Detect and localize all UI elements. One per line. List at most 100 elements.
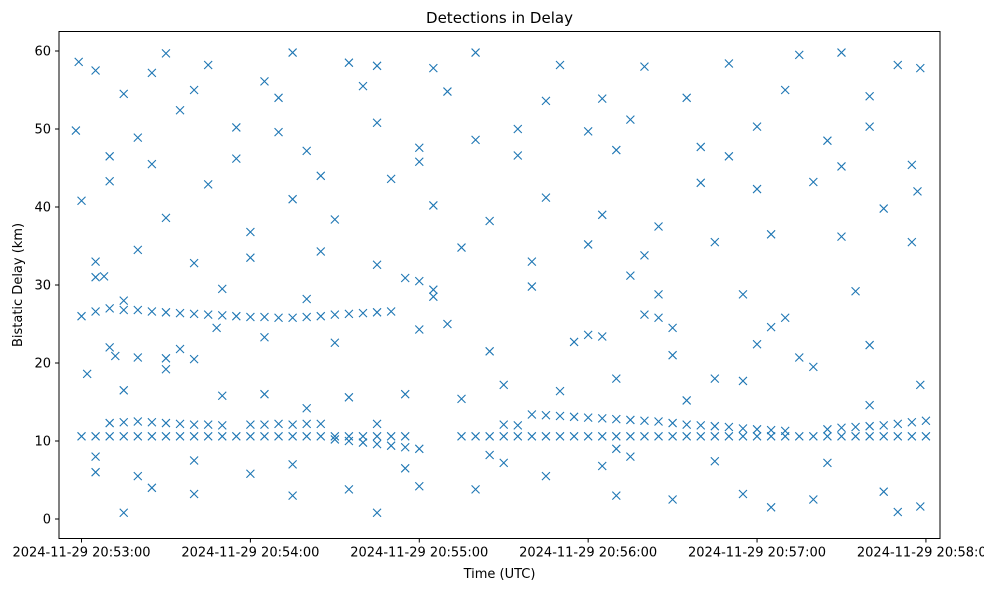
data-point	[74, 57, 84, 67]
data-point	[710, 431, 720, 441]
data-point	[879, 487, 889, 497]
data-point	[330, 435, 340, 444]
data-point	[569, 412, 579, 422]
data-point	[344, 484, 354, 494]
data-point	[147, 431, 157, 441]
y-tick-label: 60	[34, 45, 51, 60]
data-point	[231, 431, 241, 441]
data-point	[217, 284, 227, 294]
data-point	[654, 313, 663, 323]
data-point	[147, 307, 157, 316]
data-point	[654, 222, 663, 231]
data-point	[119, 296, 129, 305]
y-axis-label: Bistatic Delay (km)	[11, 223, 26, 347]
data-point	[358, 81, 368, 91]
data-point	[851, 286, 860, 296]
data-point	[119, 508, 129, 518]
data-point	[597, 413, 607, 423]
data-point	[414, 143, 424, 153]
data-point	[161, 307, 171, 317]
data-point	[583, 126, 593, 136]
data-point	[302, 294, 312, 304]
data-point	[77, 431, 86, 441]
data-point	[288, 48, 298, 57]
data-point	[358, 308, 368, 318]
data-point	[358, 431, 368, 441]
data-point	[457, 394, 466, 404]
data-point	[851, 422, 860, 432]
data-point	[260, 332, 269, 342]
data-point	[682, 93, 692, 103]
data-point	[837, 232, 846, 242]
data-point	[513, 431, 523, 441]
data-point	[443, 319, 452, 329]
data-point	[105, 343, 115, 352]
data-point	[105, 151, 115, 161]
data-point	[766, 229, 776, 239]
x-axis-label: Time (UTC)	[463, 567, 536, 582]
data-point	[231, 123, 241, 132]
data-point	[766, 322, 776, 332]
data-point	[640, 250, 649, 260]
data-point	[696, 431, 706, 441]
data-point	[316, 171, 326, 181]
data-point	[330, 310, 340, 320]
data-point	[471, 484, 480, 494]
data-point	[583, 413, 593, 422]
data-point	[893, 431, 903, 441]
data-point	[780, 313, 790, 323]
data-point	[865, 340, 875, 350]
chart-title: Detections in Delay	[426, 9, 573, 27]
data-point	[133, 471, 143, 481]
data-point	[175, 105, 185, 115]
data-point	[837, 431, 846, 441]
data-point	[372, 260, 382, 270]
data-point	[457, 243, 466, 252]
x-axis: 2024-11-29 20:53:00 2024-11-29 20:54:00 20…	[12, 538, 984, 561]
data-point	[837, 162, 846, 171]
data-point	[710, 237, 720, 247]
data-point	[260, 312, 269, 322]
data-point	[879, 204, 889, 213]
data-point	[808, 431, 818, 441]
data-point	[611, 444, 621, 454]
data-point	[147, 417, 157, 427]
data-point	[260, 420, 269, 430]
data-point	[865, 122, 875, 132]
data-point	[372, 431, 382, 441]
data-point	[541, 410, 551, 420]
data-point	[161, 431, 171, 441]
data-point	[302, 419, 312, 429]
data-point	[752, 431, 762, 441]
data-point	[640, 416, 649, 426]
data-point	[766, 425, 776, 435]
data-point	[203, 60, 213, 70]
x-tick-label: 2024-11-29 20:54:00	[181, 546, 319, 561]
data-point	[696, 178, 706, 188]
data-point	[597, 210, 607, 220]
data-point	[302, 431, 312, 441]
data-point	[907, 431, 917, 441]
data-point	[915, 380, 925, 390]
data-point	[710, 374, 720, 383]
data-point	[189, 420, 199, 430]
data-point	[921, 431, 931, 441]
data-point	[288, 491, 298, 500]
data-point	[485, 346, 495, 356]
data-point	[738, 489, 748, 499]
data-point	[696, 421, 706, 430]
data-point	[752, 184, 762, 194]
data-point	[189, 431, 199, 441]
data-point	[913, 187, 922, 196]
data-point	[105, 418, 115, 428]
data-point	[485, 216, 495, 226]
data-point	[837, 48, 846, 57]
data-point	[82, 369, 92, 379]
data-point	[330, 215, 340, 224]
data-point	[133, 305, 143, 315]
data-point	[189, 489, 199, 499]
data-point	[893, 60, 903, 70]
y-tick-label: 20	[34, 357, 51, 372]
data-point	[119, 89, 129, 99]
data-point	[105, 176, 115, 186]
